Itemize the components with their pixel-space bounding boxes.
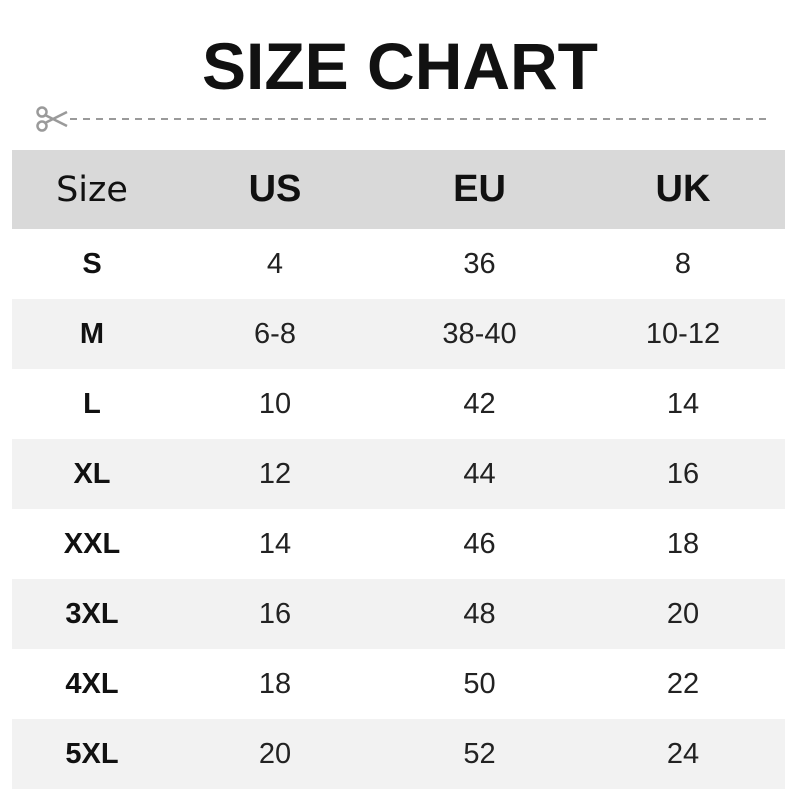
- cell-eu: 50: [463, 667, 496, 700]
- table-row: XXL 14 46 18: [12, 509, 785, 579]
- page-title: SIZE CHART: [202, 29, 598, 103]
- table-row: 3XL 16 48 20: [12, 579, 785, 649]
- cell-eu: 46: [463, 527, 496, 560]
- cell-eu: 38-40: [442, 317, 517, 350]
- header-size: Size: [56, 169, 128, 210]
- cell-size: 3XL: [65, 597, 119, 630]
- table-row: 5XL 20 52 24: [12, 719, 785, 789]
- scissors-icon: [36, 106, 769, 132]
- cell-uk: 24: [666, 737, 700, 770]
- cell-us: 20: [258, 737, 292, 770]
- cell-uk: 20: [666, 597, 700, 630]
- cell-size: M: [79, 317, 105, 350]
- cut-line: [34, 106, 769, 132]
- cell-us: 12: [258, 457, 292, 490]
- cell-us: 14: [258, 527, 292, 560]
- cell-size: L: [83, 387, 101, 420]
- cell-us: 6-8: [254, 317, 296, 350]
- cell-size: XXL: [63, 527, 121, 560]
- cell-uk: 8: [674, 247, 692, 280]
- table-row: M 6-8 38-40 10-12: [12, 299, 785, 369]
- header-us: US: [248, 168, 302, 210]
- table-row: L 10 42 14: [12, 369, 785, 439]
- cell-us: 18: [258, 667, 292, 700]
- cell-eu: 48: [463, 597, 496, 630]
- cell-uk: 14: [666, 387, 700, 420]
- cell-eu: 52: [463, 737, 496, 770]
- header-uk: UK: [655, 168, 711, 210]
- cell-size: S: [82, 247, 102, 280]
- table-row: XL 12 44 16: [12, 439, 785, 509]
- cell-uk: 10-12: [645, 317, 721, 350]
- cell-us: 10: [258, 387, 292, 420]
- table-row: S 4 36 8: [12, 229, 785, 299]
- cell-us: 4: [266, 247, 284, 280]
- cell-uk: 16: [666, 457, 700, 490]
- cell-size: XL: [73, 457, 111, 490]
- size-chart-table: Size US EU UK S 4 36 8 M 6-8 38-40 10-12 L 10 42 14…: [12, 150, 785, 789]
- cell-uk: 18: [666, 527, 700, 560]
- cell-size: 4XL: [65, 667, 119, 700]
- table-row: 4XL 18 50 22: [12, 649, 785, 719]
- cell-uk: 22: [666, 667, 700, 700]
- cell-size: 5XL: [65, 737, 119, 770]
- cell-eu: 42: [463, 387, 496, 420]
- cell-eu: 36: [463, 247, 496, 280]
- cell-us: 16: [258, 597, 292, 630]
- header-eu: EU: [453, 168, 506, 210]
- cell-eu: 44: [463, 457, 496, 490]
- table-header-row: Size US EU UK: [12, 150, 785, 229]
